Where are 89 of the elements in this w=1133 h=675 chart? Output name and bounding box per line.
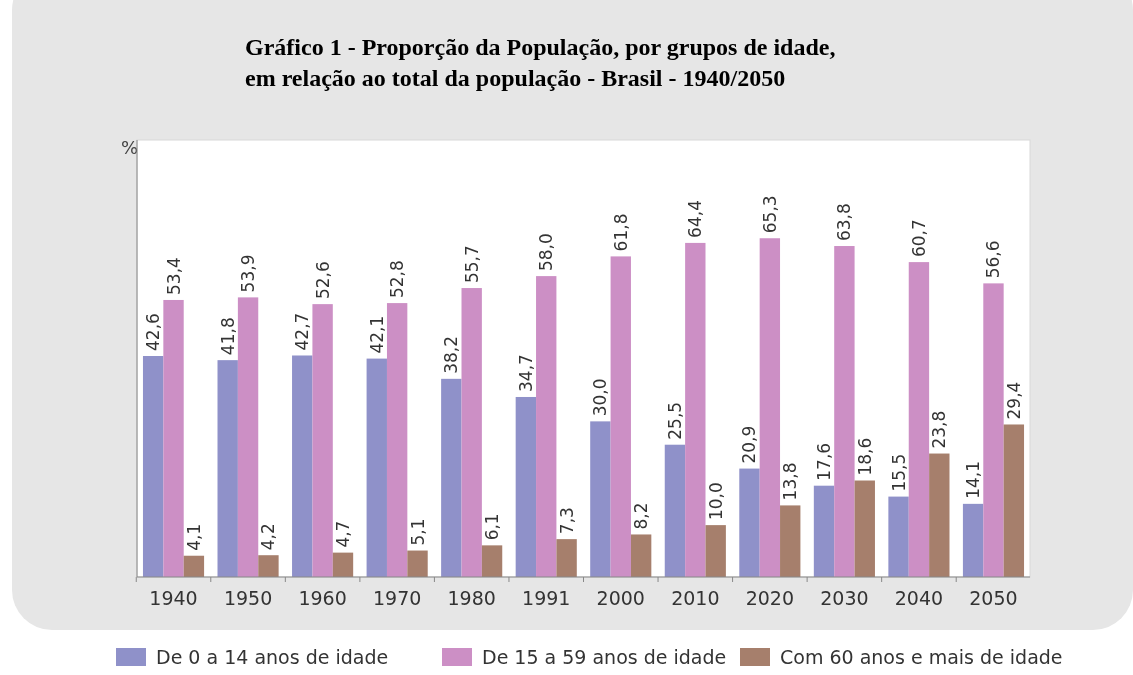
data-label: 4,7: [332, 520, 353, 548]
bar: [705, 525, 726, 577]
data-label: 42,1: [366, 315, 387, 354]
data-label: 61,8: [610, 213, 631, 252]
bar: [854, 480, 875, 577]
bar: [536, 276, 557, 577]
data-label: 15,5: [888, 453, 909, 492]
bar: [630, 534, 652, 577]
bar: [834, 246, 855, 577]
data-label: 23,8: [929, 410, 950, 449]
data-label: 7,3: [556, 507, 577, 535]
bar: [739, 468, 760, 577]
data-label: 38,2: [441, 335, 462, 374]
bar: [929, 453, 950, 577]
data-label: 58,0: [536, 233, 557, 272]
data-label: 14,1: [963, 460, 984, 499]
data-label: 20,9: [739, 425, 760, 464]
bar: [481, 545, 503, 577]
data-label: 41,8: [217, 317, 238, 356]
bar: [685, 242, 706, 577]
data-label: 53,9: [238, 254, 259, 293]
bar: [183, 555, 205, 577]
bar: [590, 421, 611, 577]
data-label: 13,8: [780, 462, 801, 501]
x-tick-label: 1960: [298, 587, 347, 609]
bar: [217, 360, 238, 577]
data-label: 52,8: [387, 260, 408, 299]
x-tick-label: 1950: [223, 587, 273, 609]
bar: [163, 299, 184, 577]
bar: [962, 503, 984, 577]
bar: [142, 356, 164, 577]
data-label: 34,7: [515, 354, 536, 392]
bar: [461, 288, 482, 577]
bar: [983, 283, 1004, 577]
bar: [292, 355, 313, 577]
data-label: 6,1: [482, 513, 503, 541]
y-axis-title: %: [121, 137, 139, 158]
bar: [237, 297, 259, 577]
bar: [258, 555, 279, 577]
x-tick-label: 1980: [447, 587, 496, 609]
bar: [407, 550, 428, 577]
bar: [515, 396, 537, 577]
x-tick-label: 1970: [372, 587, 422, 609]
data-label: 55,7: [461, 245, 482, 284]
legend-label: De 15 a 59 anos de idade: [482, 646, 727, 668]
data-label: 29,4: [1003, 381, 1024, 420]
bar: [888, 496, 909, 577]
data-label: 5,1: [407, 518, 428, 546]
bar: [759, 238, 781, 577]
bar: [366, 358, 387, 577]
data-label: 17,6: [814, 442, 835, 481]
bar: [1003, 424, 1025, 577]
chart-title: Gráfico 1 - Proporção da População, por grupos de idade, em relação ao total da população - Brasil - 1940/2050: [245, 34, 836, 91]
data-label: 42,6: [143, 313, 164, 351]
bar: [332, 552, 354, 577]
data-label: 18,6: [854, 437, 875, 476]
data-label: 25,5: [664, 401, 685, 440]
x-tick-label: 2000: [596, 587, 645, 609]
bar: [664, 444, 686, 577]
x-tick-label: 2030: [820, 587, 869, 609]
bar: [908, 262, 930, 577]
data-label: 8,2: [631, 502, 652, 530]
bar: [441, 378, 462, 577]
bar: [386, 303, 408, 577]
bar: [556, 539, 577, 577]
x-tick-label: 2050: [969, 587, 1018, 609]
x-tick-label: 2020: [745, 587, 795, 609]
legend-label: De 0 a 14 anos de idade: [156, 646, 389, 668]
data-label: 42,7: [292, 312, 313, 351]
bar: [780, 505, 801, 577]
x-tick-label: 2040: [894, 587, 944, 609]
x-tick-label: 2010: [671, 587, 720, 609]
data-label: 4,2: [258, 523, 279, 551]
data-label: 56,6: [983, 240, 1004, 279]
data-label: 52,6: [312, 261, 333, 300]
x-tick-label: 1940: [149, 587, 198, 609]
data-label: 30,0: [590, 378, 611, 417]
x-tick-label: 1991: [522, 587, 571, 609]
bar: [312, 304, 333, 577]
data-label: 63,8: [834, 203, 855, 242]
bar: [813, 485, 835, 577]
data-label: 10,0: [705, 482, 726, 521]
legend-label: Com 60 anos e mais de idade: [780, 646, 1063, 668]
data-label: 53,4: [163, 257, 184, 295]
data-label: 4,1: [183, 523, 204, 551]
data-label: 60,7: [908, 219, 929, 258]
bar: [610, 256, 631, 577]
data-label: 64,4: [685, 200, 706, 238]
data-label: 65,3: [759, 195, 780, 234]
